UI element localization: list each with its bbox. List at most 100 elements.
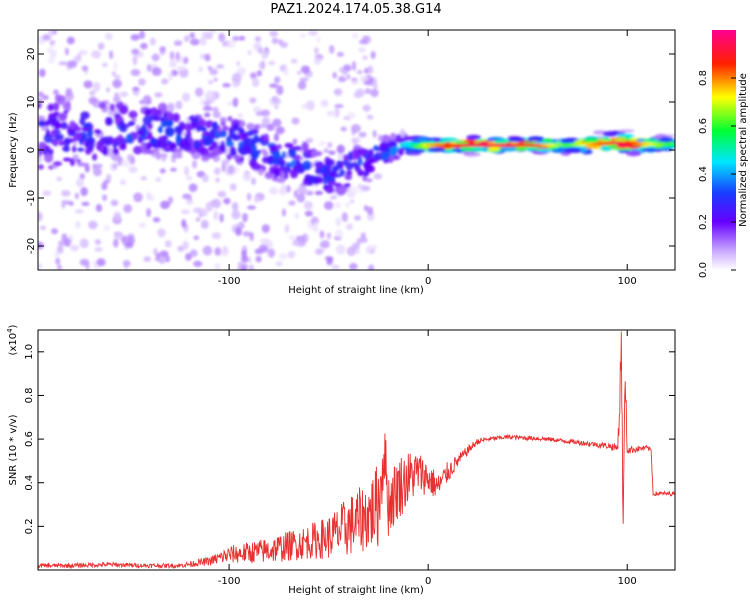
spectral-ridge-blob <box>227 164 235 174</box>
spectral-ridge-blob <box>96 140 102 151</box>
spectral-ridge-blob <box>157 140 168 149</box>
spectral-ridge-blob <box>301 141 309 152</box>
spectral-noise-blob <box>251 77 260 88</box>
spectral-noise-blob <box>318 140 326 147</box>
spectral-noise-blob <box>291 117 300 125</box>
spectral-ridge-blob <box>129 156 136 165</box>
spectral-noise-blob <box>64 238 71 247</box>
spectral-noise-blob <box>63 200 72 205</box>
spectral-ridge-blob <box>275 177 286 184</box>
spectral-noise-blob <box>357 47 366 53</box>
spectral-ridge-blob <box>258 168 264 176</box>
spectral-ridge-blob <box>360 185 371 192</box>
spectral-ridge-blob <box>221 125 229 132</box>
spectral-ridge-blob <box>225 140 235 147</box>
spectral-noise-blob <box>193 260 203 268</box>
spectral-ridge-blob <box>84 162 90 170</box>
spectral-noise-blob <box>60 189 71 197</box>
spectral-noise-blob <box>47 57 55 64</box>
spectral-ridge-blob <box>427 147 446 153</box>
spectral-ridge-blob <box>466 134 482 141</box>
spectral-noise-blob <box>88 220 98 230</box>
spectral-noise-blob <box>285 185 291 193</box>
spectral-noise-blob <box>258 244 268 253</box>
spectral-noise-blob <box>354 215 361 221</box>
spectral-noise-blob <box>94 238 102 246</box>
spectral-noise-blob <box>94 247 103 252</box>
spectral-ridge-blob <box>316 176 324 184</box>
spectral-noise-blob <box>49 40 56 45</box>
spectral-ridge-blob <box>57 95 66 106</box>
spectral-noise-blob <box>328 110 337 117</box>
spectral-ridge-blob <box>162 112 168 118</box>
spectral-ridge-blob <box>104 136 111 146</box>
spectral-noise-blob <box>269 83 278 88</box>
spectral-ridge-blob <box>244 144 252 155</box>
spectral-ridge-blob <box>66 128 75 134</box>
spectral-noise-blob <box>120 160 131 168</box>
spectral-ridge-blob <box>362 170 369 177</box>
spectral-noise-blob <box>143 256 152 262</box>
spectral-noise-blob <box>240 266 247 270</box>
spectral-ridge-blob <box>142 115 153 126</box>
spectral-ridge-blob <box>73 132 83 141</box>
spectral-noise-blob <box>292 239 300 247</box>
spectral-noise-blob <box>128 166 138 174</box>
spectral-ridge-blob <box>326 159 335 167</box>
spectral-noise-blob <box>139 30 146 40</box>
spectral-noise-blob <box>342 64 352 72</box>
spectral-ridge-blob <box>238 128 245 134</box>
spectral-ridge-blob <box>440 137 458 143</box>
spectral-noise-blob <box>313 57 322 65</box>
spectral-ridge-blob <box>157 102 168 112</box>
spectral-ridge-blob <box>147 131 153 137</box>
spectral-ridge-blob <box>58 140 65 146</box>
spectral-ridge-blob <box>292 145 302 151</box>
spectral-noise-blob <box>329 195 338 200</box>
spectral-ridge-blob <box>115 100 124 110</box>
spectral-ridge-blob <box>386 141 397 149</box>
spectral-noise-blob <box>158 256 167 265</box>
spectral-noise-blob <box>39 225 46 231</box>
spectral-ridge-blob <box>365 178 373 183</box>
spectral-noise-blob <box>340 126 347 132</box>
spectral-ridge-blob <box>136 129 145 136</box>
spectral-ridge-blob <box>152 116 163 122</box>
spectral-noise-blob <box>54 250 60 258</box>
spectral-noise-blob <box>255 255 262 263</box>
spectral-noise-blob <box>294 213 300 219</box>
snr-frame <box>37 329 676 571</box>
spectral-noise-blob <box>214 247 222 256</box>
spectral-noise-blob <box>248 264 255 270</box>
spectral-noise-blob <box>241 255 249 263</box>
colorbar-tick-label: 0.6 <box>698 118 709 134</box>
spectral-noise-blob <box>167 196 174 204</box>
spectral-ridge-blob <box>227 115 233 122</box>
spectral-ridge-blob <box>85 147 92 155</box>
spectral-noise-blob <box>75 220 81 229</box>
spectral-noise-blob <box>171 69 179 77</box>
spectral-ridge-blob <box>139 99 145 105</box>
spectral-noise-blob <box>365 245 374 254</box>
spectral-noise-blob <box>308 30 318 36</box>
spectral-ridge-blob <box>315 167 322 175</box>
spectral-ridge-blob <box>62 146 71 152</box>
spectral-noise-blob <box>188 183 198 192</box>
spectral-noise-blob <box>373 84 379 90</box>
spectral-noise-blob <box>57 264 63 270</box>
spectral-ridge-blob <box>500 146 518 152</box>
snr-line <box>38 331 675 570</box>
spectral-ridge-blob <box>206 151 217 159</box>
spectral-noise-blob <box>38 241 44 250</box>
spectral-ridge-blob <box>274 168 279 179</box>
spectral-noise-blob <box>159 51 166 56</box>
spectral-ridge-blob <box>364 162 373 172</box>
spectral-ridge-blob <box>659 136 674 143</box>
spectral-ridge-blob <box>53 161 63 167</box>
snr-y-tick-label: 0.4 <box>24 475 35 491</box>
spectral-noise-blob <box>334 229 344 238</box>
spectral-ridge-blob <box>137 137 143 144</box>
spectral-noise-blob <box>182 240 189 251</box>
